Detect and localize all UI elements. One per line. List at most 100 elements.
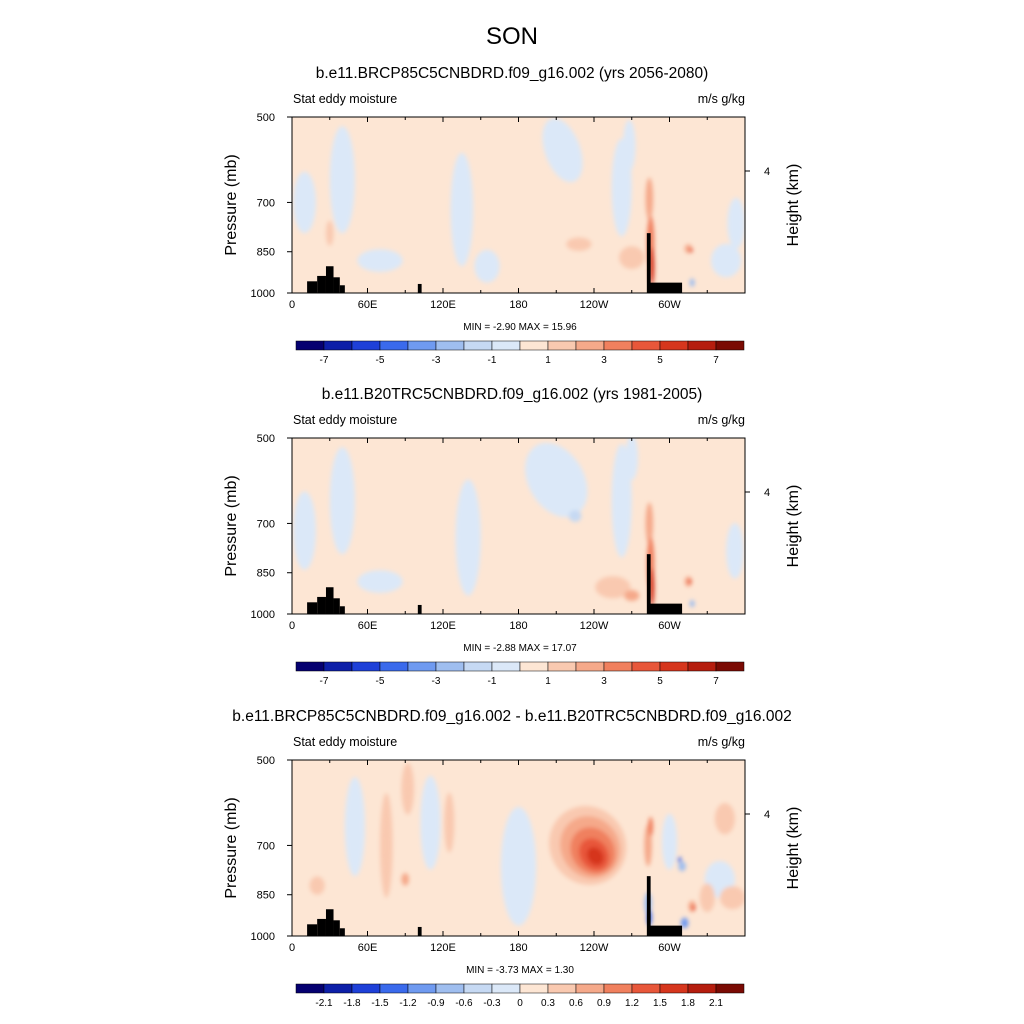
colorbar-swatch bbox=[631, 661, 661, 672]
x-tick-label: 60W bbox=[658, 942, 681, 954]
colorbar-swatch bbox=[715, 983, 745, 994]
panel-title: b.e11.B20TRC5CNBDRD.f09_g16.002 (yrs 198… bbox=[322, 386, 703, 403]
y-tick-label: 1000 bbox=[251, 609, 275, 621]
colorbar-label: -0.9 bbox=[427, 998, 445, 1009]
colorbar-swatch bbox=[407, 661, 437, 672]
colorbar-label: 7 bbox=[713, 676, 719, 687]
colorbar-swatch bbox=[379, 661, 409, 672]
terrain-mask bbox=[646, 554, 651, 614]
y-tick-label: 700 bbox=[257, 197, 275, 209]
colorbar-label: 0.6 bbox=[569, 998, 583, 1009]
colorbar-label: -7 bbox=[320, 676, 329, 687]
x-tick-label: 120W bbox=[580, 620, 609, 632]
contour-region bbox=[344, 777, 365, 877]
colorbar-label: -1 bbox=[488, 676, 497, 687]
colorbar-label: 3 bbox=[601, 676, 607, 687]
y-tick-label: 500 bbox=[257, 755, 275, 767]
colorbar-swatch bbox=[603, 340, 633, 351]
colorbar-swatch bbox=[463, 661, 493, 672]
colorbar-swatch bbox=[687, 661, 717, 672]
colorbar-swatch bbox=[323, 983, 353, 994]
contour-region bbox=[525, 442, 588, 518]
y-tick-label: 850 bbox=[257, 568, 275, 580]
panel-title: b.e11.BRCP85C5CNBDRD.f09_g16.002 (yrs 20… bbox=[316, 65, 709, 82]
terrain-mask bbox=[325, 587, 334, 614]
contour-region bbox=[420, 775, 441, 870]
colorbar-label: -1.2 bbox=[399, 998, 417, 1009]
contour-region bbox=[622, 119, 636, 172]
terrain-mask bbox=[307, 281, 318, 293]
colorbar-label: 2.1 bbox=[709, 998, 723, 1009]
colorbar-label: 0.9 bbox=[597, 998, 611, 1009]
contour-region bbox=[645, 177, 654, 220]
terrain-mask bbox=[307, 602, 318, 614]
contour-region bbox=[611, 444, 632, 558]
contour-region bbox=[689, 278, 695, 287]
colorbar-swatch bbox=[435, 340, 465, 351]
terrain-mask bbox=[333, 277, 340, 293]
terrain-mask bbox=[325, 266, 334, 293]
x-tick-label: 60E bbox=[358, 942, 378, 954]
right-tick-label: 4 bbox=[764, 166, 770, 178]
colorbar-swatch bbox=[463, 340, 493, 351]
contour-region bbox=[719, 886, 745, 910]
colorbar-swatch bbox=[575, 983, 605, 994]
terrain-mask bbox=[333, 598, 340, 614]
colorbar-label: 1 bbox=[545, 676, 551, 687]
contour-region bbox=[329, 126, 355, 234]
contour-region bbox=[689, 247, 693, 253]
colorbar-swatch bbox=[379, 983, 409, 994]
colorbar-swatch bbox=[659, 340, 689, 351]
colorbar-swatch bbox=[715, 340, 745, 351]
y-axis-label: Pressure (mb) bbox=[223, 797, 240, 898]
colorbar-swatch bbox=[295, 661, 325, 672]
panel-1: b.e11.BRCP85C5CNBDRD.f09_g16.002 (yrs 20… bbox=[223, 65, 802, 366]
terrain-mask bbox=[339, 285, 345, 293]
contour-region bbox=[687, 578, 692, 585]
panel-left-label: Stat eddy moisture bbox=[293, 92, 397, 106]
y-tick-label: 500 bbox=[257, 433, 275, 445]
y-tick-label: 850 bbox=[257, 247, 275, 259]
colorbar-label: 7 bbox=[713, 355, 719, 366]
panel-2: b.e11.B20TRC5CNBDRD.f09_g16.002 (yrs 198… bbox=[223, 386, 802, 687]
terrain-mask bbox=[417, 926, 422, 936]
colorbar-swatch bbox=[379, 340, 409, 351]
terrain-mask bbox=[317, 918, 326, 936]
terrain-mask bbox=[417, 604, 422, 614]
contour-region bbox=[380, 793, 393, 898]
terrain-mask bbox=[649, 603, 683, 614]
plot-area bbox=[292, 438, 745, 614]
colorbar-swatch bbox=[603, 661, 633, 672]
contour-region bbox=[691, 905, 696, 911]
panel-right-label: m/s g/kg bbox=[698, 92, 745, 106]
terrain-mask bbox=[339, 606, 345, 614]
colorbar-label: -0.3 bbox=[483, 998, 501, 1009]
terrain-mask bbox=[339, 928, 345, 936]
colorbar-swatch bbox=[547, 983, 577, 994]
plot-area bbox=[292, 760, 745, 936]
right-axis-label: Height (km) bbox=[785, 485, 802, 568]
contour-region bbox=[727, 197, 745, 249]
right-axis-label: Height (km) bbox=[785, 807, 802, 890]
colorbar: -7 -5 -3 -1 1 3 5 7 bbox=[295, 661, 745, 687]
x-tick-label: 180 bbox=[509, 620, 527, 632]
contour-region bbox=[293, 171, 316, 234]
contour-region bbox=[619, 246, 645, 270]
colorbar-swatch bbox=[435, 983, 465, 994]
colorbar-label: -1.5 bbox=[371, 998, 389, 1009]
terrain-mask bbox=[649, 282, 683, 293]
colorbar-swatch bbox=[715, 661, 745, 672]
terrain-mask bbox=[646, 876, 651, 936]
contour-region bbox=[474, 249, 500, 283]
contour-region bbox=[624, 590, 640, 601]
colorbar-swatch bbox=[575, 661, 605, 672]
colorbar-swatch bbox=[407, 340, 437, 351]
contour-region bbox=[357, 570, 403, 593]
x-tick-label: 180 bbox=[509, 299, 527, 311]
colorbar-label: -5 bbox=[376, 676, 385, 687]
contour-region bbox=[711, 243, 742, 278]
colorbar-label: -3 bbox=[432, 676, 441, 687]
colorbar-swatch bbox=[575, 340, 605, 351]
x-tick-label: 60E bbox=[358, 620, 378, 632]
